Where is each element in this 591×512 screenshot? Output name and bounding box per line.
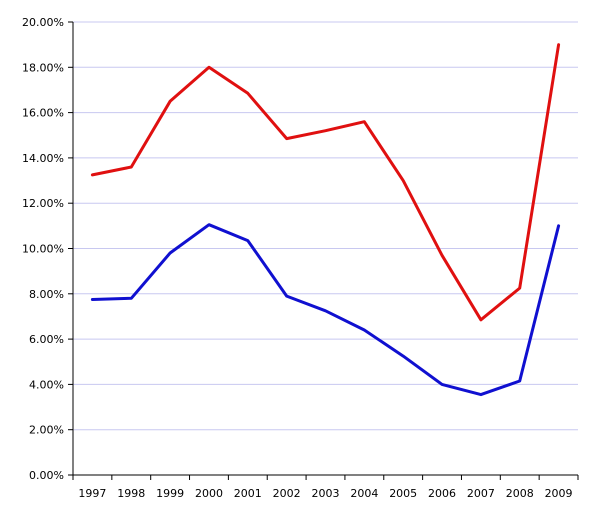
axis-layer [68,21,579,480]
x-tick-label: 1997 [78,487,106,500]
x-tick-label: 1999 [156,487,184,500]
x-tick-label: 2004 [350,487,378,500]
y-tick-label: 8.00% [29,288,64,301]
y-tick-label: 12.00% [22,197,64,210]
x-tick-label: 2009 [545,487,573,500]
grid-layer [73,21,578,431]
x-tick-label: 2005 [389,487,417,500]
x-tick-label: 2002 [273,487,301,500]
x-tick-label: 2007 [467,487,495,500]
x-tick-label: 2000 [195,487,223,500]
y-tick-label: 0.00% [29,469,64,482]
y-tick-label: 6.00% [29,333,64,346]
x-tick-label: 2006 [428,487,456,500]
y-tick-label: 18.00% [22,61,64,74]
x-tick-label: 2001 [234,487,262,500]
x-tick-label: 2008 [506,487,534,500]
y-tick-label: 4.00% [29,378,64,391]
tick-label-layer: 0.00% 2.00% 4.00% 6.00% 8.00% 10.00% 12.00% 14.… [22,16,573,500]
y-tick-label: 16.00% [22,107,64,120]
series-layer [90,43,561,397]
y-tick-label: 20.00% [22,16,64,29]
x-tick-label: 2003 [312,487,340,500]
series-line-2 [90,223,561,397]
series-line-1 [90,43,561,322]
y-tick-label: 10.00% [22,243,64,256]
y-tick-label: 2.00% [29,424,64,437]
x-tick-label: 1998 [117,487,145,500]
y-tick-label: 14.00% [22,152,64,165]
